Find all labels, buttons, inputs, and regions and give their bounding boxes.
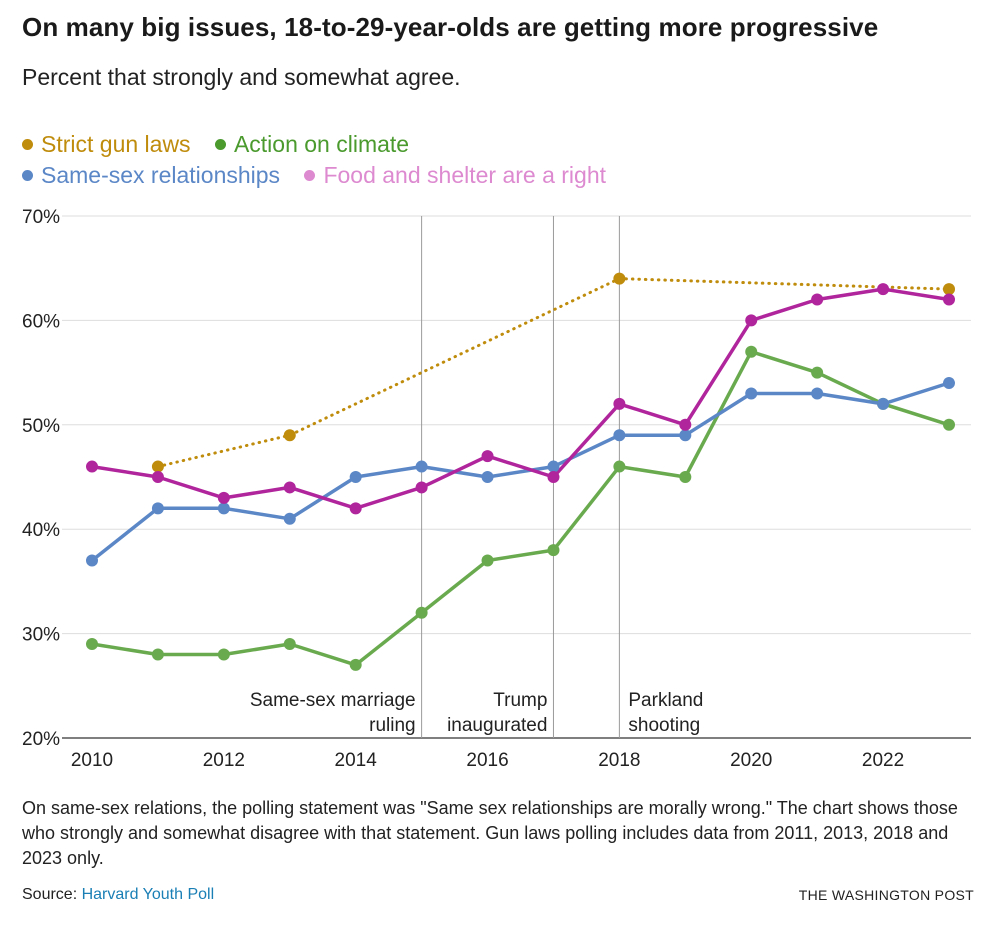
source-line: Source: Harvard Youth Poll (22, 886, 214, 904)
data-point-series-1 (745, 345, 758, 358)
data-point-series-1 (349, 658, 362, 671)
legend-marker-climate (214, 139, 226, 150)
y-tick-label: 30% (22, 625, 60, 646)
annotation-label: ruling (369, 715, 415, 736)
legend-item-gun-laws: Strict gun laws (22, 131, 191, 158)
x-tick-label: 2012 (203, 750, 245, 771)
chart-note: On same-sex relations, the polling state… (22, 798, 958, 868)
data-point-series-1 (679, 471, 692, 483)
data-point-series-2 (283, 512, 296, 525)
data-point-series-2 (86, 554, 98, 567)
data-point-series-1 (86, 638, 98, 651)
data-point-series-3 (877, 283, 890, 296)
data-point-series-3 (86, 460, 98, 473)
data-point-series-1 (217, 648, 230, 661)
data-point-series-3 (283, 481, 296, 494)
data-point-series-2 (349, 471, 362, 483)
x-tick-label: 2014 (335, 750, 378, 771)
data-point-series-1 (283, 638, 296, 651)
series-line-3 (90, 287, 951, 511)
data-point-series-0 (613, 272, 626, 285)
data-point-series-0 (283, 429, 296, 442)
data-point-series-2 (877, 397, 890, 410)
source-link[interactable]: Harvard Youth Poll (81, 886, 215, 903)
legend-marker-food-shelter (304, 170, 316, 181)
x-tick-label: 2016 (466, 750, 508, 771)
annotation-label: Same-sex marriage (250, 690, 416, 711)
data-point-series-2 (679, 429, 692, 442)
data-point-series-3 (349, 502, 362, 515)
annotation-label: shooting (628, 715, 700, 736)
data-point-series-1 (811, 366, 824, 379)
x-tick-label: 2022 (862, 750, 904, 771)
data-point-series-3 (547, 471, 560, 483)
data-point-series-3 (151, 471, 164, 483)
data-point-series-3 (679, 418, 692, 431)
data-point-series-0 (943, 283, 955, 296)
data-point-series-1 (481, 554, 494, 567)
y-tick-label: 70% (22, 207, 60, 228)
chart-title: On many big issues, 18-to-29-year-olds a… (22, 12, 879, 42)
data-point-series-3 (745, 314, 758, 327)
legend-item-same-sex: Same-sex relationships (22, 162, 280, 189)
y-tick-label: 40% (22, 520, 60, 541)
annotation-label: Trump (493, 690, 547, 711)
legend-marker-gun-laws (22, 139, 33, 150)
source-label: Source: (22, 886, 78, 903)
x-tick-label: 2020 (730, 750, 772, 771)
legend-row-1: Strict gun laws Action on climate (22, 129, 427, 158)
data-point-series-3 (943, 293, 955, 306)
x-tick-label: 2010 (71, 750, 113, 771)
data-point-series-2 (811, 387, 824, 400)
data-point-series-2 (415, 460, 428, 473)
line-chart: 20% 30% 40% 50% 60% 70% 2010 2012 2014 2016 2018 20… (22, 207, 971, 771)
data-point-series-2 (217, 502, 230, 515)
data-point-series-0 (151, 460, 164, 473)
legend-row-2: Same-sex relationships Food and shelter … (22, 160, 624, 189)
y-tick-label: 60% (22, 311, 60, 332)
publisher-brand: THE WASHINGTON POST (798, 887, 974, 903)
legend-label-gun-laws: Strict gun laws (41, 131, 191, 157)
data-point-series-2 (745, 387, 758, 400)
legend-marker-same-sex (22, 170, 33, 181)
data-point-series-2 (613, 429, 626, 442)
data-point-series-1 (943, 418, 955, 431)
annotation-label: Parkland (628, 690, 703, 711)
data-point-series-2 (943, 377, 955, 390)
data-point-series-3 (811, 293, 824, 306)
data-point-series-3 (415, 481, 428, 494)
data-point-series-2 (151, 502, 164, 515)
chart-subtitle: Percent that strongly and somewhat agree… (22, 64, 461, 90)
series-line-2 (90, 381, 951, 563)
data-point-series-1 (415, 606, 428, 619)
legend-label-same-sex: Same-sex relationships (41, 162, 281, 188)
y-tick-label: 50% (22, 416, 60, 437)
legend-label-climate: Action on climate (233, 131, 410, 157)
data-point-series-1 (547, 544, 560, 557)
data-point-series-3 (217, 491, 230, 504)
legend-item-climate: Action on climate (214, 131, 410, 158)
y-tick-label: 20% (22, 729, 60, 750)
data-point-series-3 (613, 397, 626, 410)
data-point-series-2 (547, 460, 560, 473)
legend-label-food-shelter: Food and shelter are a right (323, 162, 607, 188)
data-point-series-1 (613, 460, 626, 473)
series-line-1 (90, 349, 951, 667)
annotation-label: inaugurated (447, 715, 547, 736)
legend-item-food-shelter: Food and shelter are a right (304, 162, 606, 189)
data-point-series-1 (151, 648, 164, 661)
series-line-0 (156, 277, 951, 469)
data-point-series-2 (481, 471, 494, 483)
data-point-series-3 (481, 450, 494, 463)
x-tick-label: 2018 (598, 750, 640, 771)
